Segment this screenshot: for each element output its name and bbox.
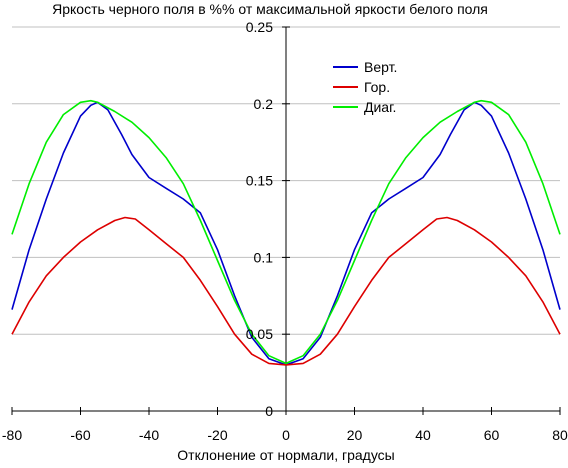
y-tick-label: 0	[265, 403, 273, 419]
x-tick-label: 60	[484, 427, 500, 443]
y-tick-labels: 0 0.05 0.1 0.15 0.2 0.25	[246, 19, 273, 419]
x-tick-labels: -80 -60 -40 -20 0 20 40 60 80	[2, 427, 568, 443]
x-tick-label: 0	[282, 427, 290, 443]
series-line	[11, 216, 561, 366]
y-tick-label: 0.05	[246, 326, 273, 342]
x-tick-label: 20	[347, 427, 363, 443]
x-tick-label: -40	[139, 427, 159, 443]
y-tick-label: 0.15	[246, 173, 273, 189]
x-tick-label: -60	[70, 427, 90, 443]
x-tick-label: 40	[415, 427, 431, 443]
axes	[11, 26, 561, 415]
x-tick-label: -80	[2, 427, 22, 443]
legend-label: Диаг.	[364, 99, 396, 115]
y-tick-label: 0.25	[246, 19, 273, 35]
y-tick-label: 0.2	[254, 96, 274, 112]
y-tick-label: 0.1	[254, 249, 274, 265]
legend: Верт. Гор. Диаг.	[333, 59, 397, 115]
x-axis-label: Отклонение от нормали, градусы	[177, 447, 394, 463]
x-tick-label: -20	[207, 427, 227, 443]
x-tick-label: 80	[552, 427, 568, 443]
series-lines	[11, 99, 561, 366]
legend-label: Гор.	[364, 79, 390, 95]
series-line	[11, 99, 561, 365]
chart-title: Яркость черного поля в %% от максимально…	[52, 1, 488, 17]
legend-label: Верт.	[364, 59, 397, 75]
